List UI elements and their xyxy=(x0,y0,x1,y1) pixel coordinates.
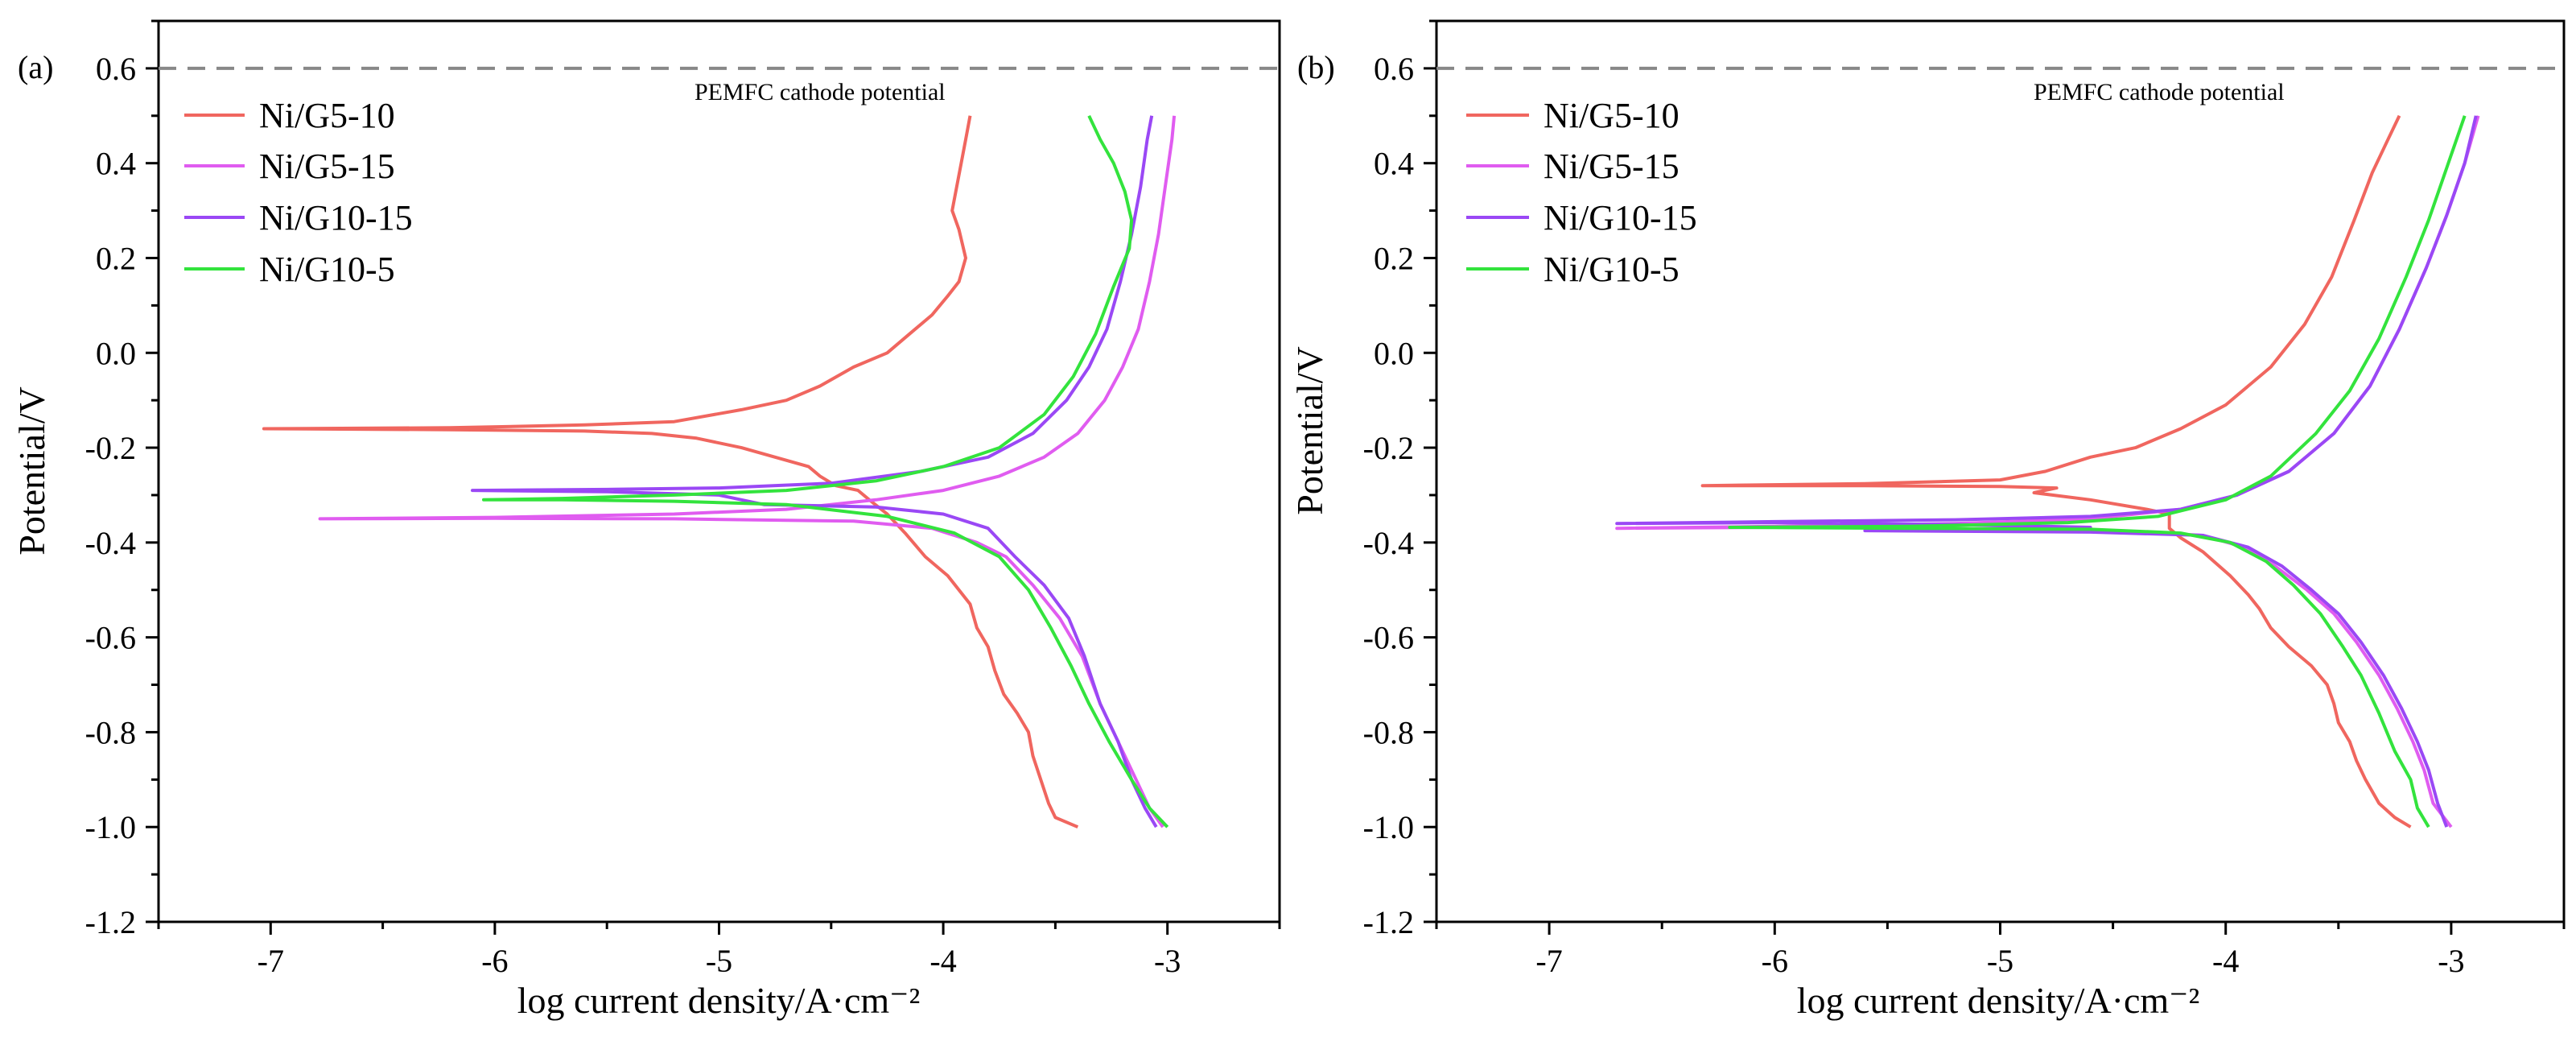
y-tick-label: 0.6 xyxy=(1374,51,1414,87)
series-line xyxy=(1728,115,2467,828)
y-tick-label: -0.6 xyxy=(85,620,136,656)
y-tick-label: -0.6 xyxy=(1363,620,1414,656)
legend-label: Ni/G10-5 xyxy=(1544,250,1680,289)
x-tick-label: -7 xyxy=(258,943,284,979)
series-line xyxy=(482,114,1169,828)
y-tick-label: 0.0 xyxy=(1374,335,1414,371)
y-tick-label: -1.0 xyxy=(1363,809,1414,845)
panel-label: (a) xyxy=(18,49,53,85)
y-axis-title: Potential/V xyxy=(11,386,52,556)
legend-label: Ni/G10-5 xyxy=(259,250,395,289)
legend: Ni/G5-10 Ni/G5-15 Ni/G10-15 Ni/G10-5 xyxy=(1466,96,1697,289)
legend: Ni/G5-10 Ni/G5-15 Ni/G10-15 Ni/G10-5 xyxy=(184,96,413,289)
y-tick-label: 0.4 xyxy=(96,146,136,182)
y-tick-label: 0.6 xyxy=(96,51,136,87)
x-tick-label: -3 xyxy=(1154,943,1181,979)
x-axis-title: log current density/A·cm⁻² xyxy=(1797,980,2200,1021)
y-tick-label: -0.8 xyxy=(85,714,136,750)
y-tick-label: -0.4 xyxy=(85,525,136,561)
series-line xyxy=(471,115,1158,828)
panel-a: (a) -7 -6 -5 -4 -3 -1.2 -1.0 -0.8 -0.6 -0.4 -0.2 0.… xyxy=(11,19,1281,1021)
y-tick-label: 0.4 xyxy=(1374,146,1414,182)
y-tick-label: -0.2 xyxy=(1363,430,1414,466)
x-axis-title: log current density/A·cm⁻² xyxy=(517,980,921,1021)
x-tick-label: -4 xyxy=(929,943,956,979)
panel-label: (b) xyxy=(1297,49,1335,85)
series-line xyxy=(318,115,1177,828)
x-tick-label: -6 xyxy=(481,943,508,979)
y-tick-label: 0.2 xyxy=(1374,240,1414,276)
legend-label: Ni/G10-15 xyxy=(259,198,413,238)
legend-label: Ni/G5-15 xyxy=(1544,147,1680,186)
x-tick-label: -5 xyxy=(706,943,732,979)
y-tick-label: -0.4 xyxy=(1363,525,1414,561)
reference-line-label: PEMFC cathode potential xyxy=(2034,79,2285,105)
x-tick-label: -7 xyxy=(1535,943,1562,979)
series-line xyxy=(262,115,1079,829)
chart-layer: -7 -6 -5 -4 -3 -1.2 -1.0 -0.8 -0.6 -0.4 -0.2 0.0 0.2… xyxy=(85,19,1281,979)
x-tick-label: -4 xyxy=(2212,943,2239,979)
legend-label: Ni/G5-15 xyxy=(259,147,395,186)
y-tick-label: -0.2 xyxy=(85,430,136,466)
y-tick-label: -0.8 xyxy=(1363,714,1414,750)
y-tick-label: -1.0 xyxy=(85,809,136,845)
x-tick-label: -6 xyxy=(1762,943,1788,979)
y-tick-label: -1.2 xyxy=(85,904,136,940)
chart-layer: -7 -6 -5 -4 -3 -1.2 -1.0 -0.8 -0.6 -0.4 -0.2 0.0 0.2… xyxy=(1363,19,2566,979)
legend-label: Ni/G5-10 xyxy=(1544,96,1680,135)
reference-line-label: PEMFC cathode potential xyxy=(694,79,946,105)
legend-label: Ni/G10-15 xyxy=(1544,198,1697,238)
legend-label: Ni/G5-10 xyxy=(259,96,395,135)
x-tick-label: -3 xyxy=(2438,943,2464,979)
y-tick-label: 0.0 xyxy=(96,335,136,371)
series-line xyxy=(1700,114,2412,828)
y-tick-label: 0.2 xyxy=(96,240,136,276)
y-tick-label: -1.2 xyxy=(1363,904,1414,940)
panel-b: (b) -7 -6 -5 -4 -3 -1.2 -1.0 -0.8 -0.6 -0.4 -0.2 0.… xyxy=(1289,19,2566,1021)
y-axis-title: Potential/V xyxy=(1289,346,1330,515)
x-tick-label: -5 xyxy=(1987,943,2013,979)
